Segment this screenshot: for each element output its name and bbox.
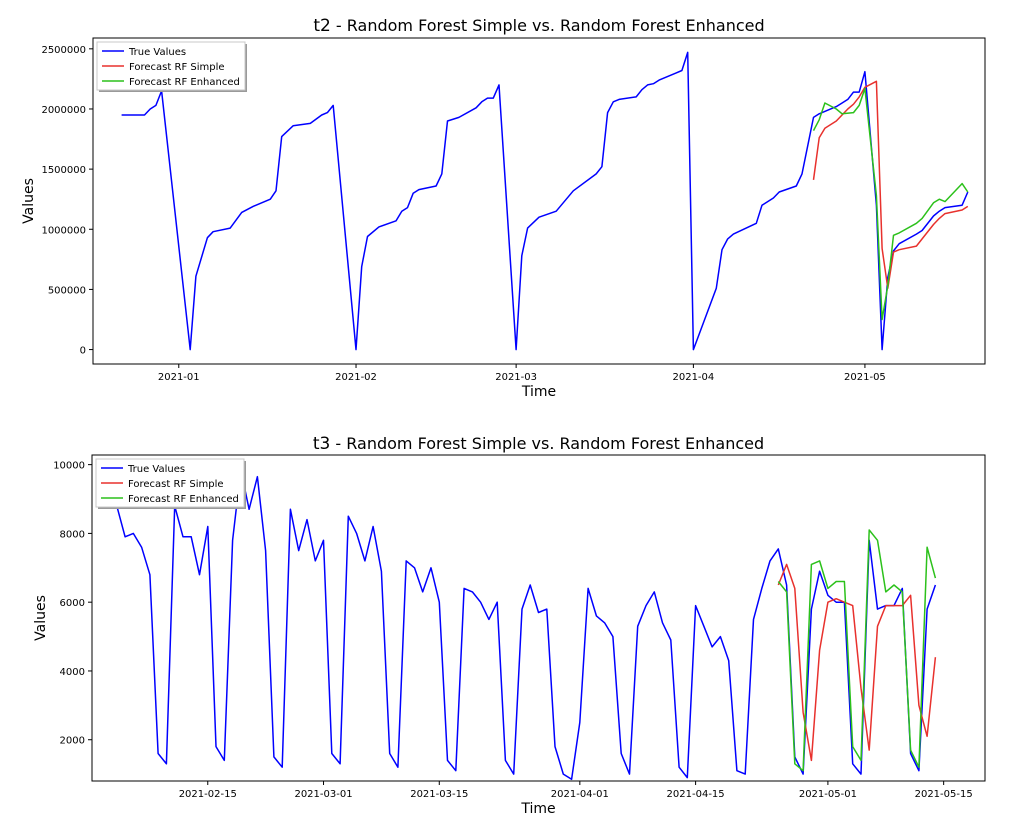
chart-title: t3 - Random Forest Simple vs. Random For… [313, 434, 764, 454]
series-group [121, 51, 969, 351]
x-tick-label: 2021-04 [672, 372, 714, 383]
y-tick-label: 4000 [60, 667, 85, 678]
x-axis-label: Time [521, 384, 556, 400]
y-tick-label: 1500000 [41, 165, 86, 176]
legend-label: True Values [128, 47, 186, 58]
series-group [99, 469, 937, 781]
series-line-true-values [99, 469, 937, 781]
chart-title-text: - Random Forest Simple vs. Random Forest… [330, 434, 764, 453]
series-line-forecast-rf-simple [812, 80, 969, 289]
chart-title-text: - Random Forest Simple vs. Random Forest… [331, 16, 765, 35]
legend-label: Forecast RF Simple [128, 479, 224, 490]
series-line-forecast-rf-enhanced [777, 529, 937, 772]
legend-label: Forecast RF Enhanced [128, 494, 239, 505]
chart-title: t2 - Random Forest Simple vs. Random For… [313, 16, 764, 36]
y-axis-label: Values [21, 178, 37, 224]
x-tick-label: 2021-02-15 [179, 789, 237, 800]
chart-panel-2: t3 - Random Forest Simple vs. Random For… [33, 434, 986, 817]
x-tick-label: 2021-02 [335, 372, 377, 383]
y-tick-label: 10000 [53, 461, 85, 472]
chart-title-id: t2 [313, 16, 330, 36]
y-tick-label: 500000 [48, 285, 86, 296]
plot-frame [92, 37, 986, 365]
x-tick-label: 2021-03-15 [410, 789, 468, 800]
x-tick-label: 2021-03 [495, 372, 537, 383]
legend-label: Forecast RF Enhanced [129, 77, 240, 88]
x-tick-label: 2021-04-01 [551, 789, 609, 800]
y-tick-label: 6000 [60, 598, 85, 609]
legend-label: True Values [127, 464, 185, 475]
plot-frame [91, 454, 986, 782]
y-tick-label: 2000 [60, 736, 85, 747]
x-tick-label: 2021-05-01 [799, 789, 857, 800]
x-tick-label: 2021-04-15 [667, 789, 725, 800]
x-tick-label: 2021-03-01 [294, 789, 352, 800]
legend-box [95, 458, 245, 508]
x-axis-label: Time [520, 801, 555, 817]
x-tick-label: 2021-05-15 [915, 789, 973, 800]
legend-label: Forecast RF Simple [129, 62, 225, 73]
series-line-true-values [121, 51, 969, 351]
series-line-forecast-rf-enhanced [812, 87, 969, 321]
x-tick-label: 2021-05 [844, 372, 886, 383]
y-tick-label: 8000 [60, 529, 85, 540]
y-axis-label: Values [33, 595, 49, 641]
chart-panel-1: t2 - Random Forest Simple vs. Random For… [21, 16, 986, 400]
series-line-forecast-rf-simple [777, 563, 937, 762]
y-tick-label: 1000000 [41, 225, 86, 236]
x-tick-label: 2021-01 [158, 372, 200, 383]
y-tick-label: 2000000 [41, 105, 86, 116]
y-tick-label: 0 [80, 346, 86, 357]
y-tick-label: 2500000 [41, 45, 86, 56]
chart-title-id: t3 [313, 434, 330, 454]
